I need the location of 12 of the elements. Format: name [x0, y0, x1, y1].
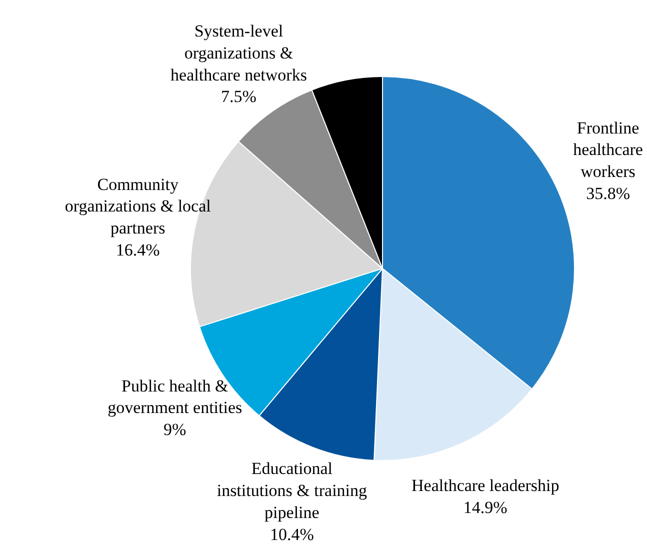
data-label: 14.9% [463, 498, 508, 517]
slice-label: Healthcare leadership [412, 476, 560, 495]
slice-label: Frontline healthcare workers [573, 118, 643, 182]
data-label: 35.8% [586, 184, 630, 203]
slice-label: Community organizations & local partners [64, 174, 212, 238]
data-label: 16.4% [116, 240, 160, 260]
data-label: 9% [164, 420, 186, 440]
data-label: 7.5% [221, 87, 256, 106]
slice-label: Public health & government entities [108, 376, 242, 418]
slice-label: Educational institutions & training pipeline [216, 459, 368, 522]
data-label: 10.4% [270, 524, 314, 544]
slice-label: System-level organizations & healthcare networks [170, 22, 307, 84]
